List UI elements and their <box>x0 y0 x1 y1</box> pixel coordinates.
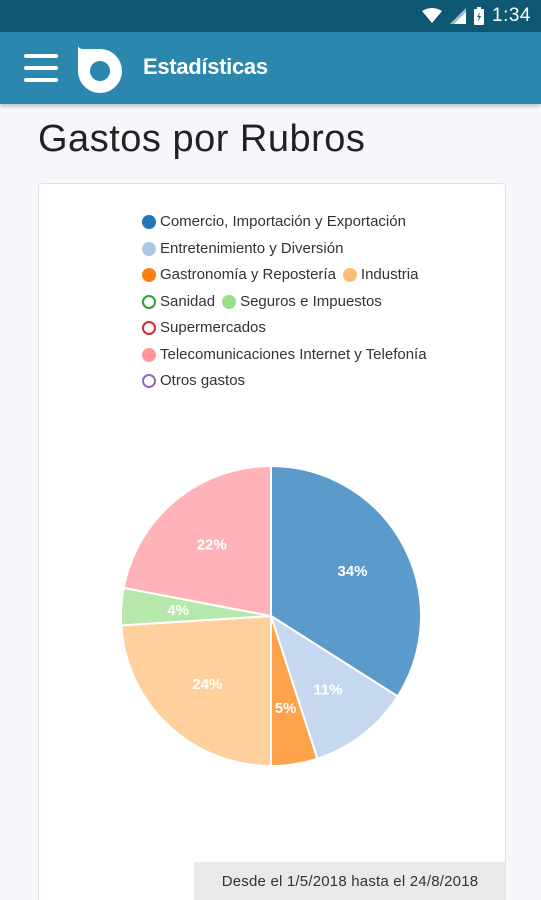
legend-label-seguros: Seguros e Impuestos <box>240 292 382 310</box>
legend-row: Comercio, Importación y Exportación <box>142 209 472 236</box>
legend-row: Gastronomía y Repostería Industria <box>142 262 472 289</box>
legend-label-gastronomia: Gastronomía y Repostería <box>160 266 336 283</box>
battery-icon <box>474 7 485 25</box>
legend-item-seguros[interactable]: Seguros e Impuestos <box>222 289 382 316</box>
legend-item-entretenimiento[interactable]: Entretenimiento y Diversión <box>142 236 343 263</box>
legend-label-entretenimiento: Entretenimiento y Diversión <box>160 239 344 257</box>
chart-card: Comercio, Importación y Exportación Entr… <box>38 183 506 900</box>
legend-item-comercio[interactable]: Comercio, Importación y Exportación <box>142 209 406 236</box>
legend-marker-telecomunicaciones <box>142 347 156 362</box>
legend-item-industria[interactable]: Industria <box>342 262 419 289</box>
pie-slice-label-5: 22% <box>197 536 227 553</box>
date-range-text: Desde el 1/5/2018 hasta el 24/8/2018 <box>221 872 479 890</box>
legend-marker-industria <box>342 268 357 283</box>
page-title: Gastos por Rubros <box>38 118 366 160</box>
app-logo-icon <box>78 45 122 93</box>
legend-row: Entretenimiento y Diversión <box>142 236 472 263</box>
pie-slice-5[interactable] <box>122 464 272 618</box>
legend-label-sanidad: Sanidad <box>160 292 216 310</box>
legend-marker-supermercados <box>142 321 156 336</box>
date-range-badge: Desde el 1/5/2018 hasta el 24/8/2018 <box>194 862 506 900</box>
legend-row: Sanidad Seguros e Impuestos <box>142 289 472 316</box>
legend-label-telecomunicaciones: Telecomunicaciones Internet y Telefonía <box>160 345 427 363</box>
pie-slice-label-2: 5% <box>275 700 297 717</box>
legend-label-otros: Otros gastos <box>160 372 246 389</box>
signal-icon <box>450 8 467 24</box>
chart-legend: Comercio, Importación y Exportación Entr… <box>142 209 472 395</box>
pie-chart: 34% 11% 5% 24% 4% 22% <box>120 464 422 768</box>
legend-label-supermercados: Supermercados <box>160 319 266 336</box>
legend-marker-gastronomia <box>142 268 156 283</box>
pie-slice-label-1: 11% <box>313 681 342 698</box>
legend-marker-sanidad <box>142 294 156 309</box>
pie-slice-label-3: 24% <box>192 676 222 693</box>
hamburger-menu-icon[interactable] <box>24 53 58 83</box>
legend-item-gastronomia[interactable]: Gastronomía y Repostería <box>142 262 336 289</box>
legend-marker-comercio <box>142 215 156 230</box>
status-time: 1:34 <box>492 5 531 26</box>
legend-item-sanidad[interactable]: Sanidad <box>142 289 215 316</box>
pie-slice-1[interactable] <box>269 613 400 760</box>
legend-marker-entretenimiento <box>142 241 156 256</box>
pie-slice-3[interactable] <box>120 614 272 768</box>
wifi-icon <box>422 8 443 23</box>
legend-label-comercio: Comercio, Importación y Exportación <box>160 213 406 230</box>
pie-slice-label-0: 34% <box>337 563 367 580</box>
legend-item-telecomunicaciones[interactable]: Telecomunicaciones Internet y Telefonía <box>142 342 427 369</box>
status-icons: 1:34 <box>422 0 531 32</box>
legend-row: Otros gastos <box>142 368 472 395</box>
legend-label-industria: Industria <box>360 266 419 283</box>
legend-item-supermercados[interactable]: Supermercados <box>142 315 266 342</box>
legend-item-otros[interactable]: Otros gastos <box>142 368 245 395</box>
status-bar: 1:34 <box>0 0 541 32</box>
legend-marker-seguros <box>222 294 237 309</box>
legend-row: Telecomunicaciones Internet y Telefonía <box>142 342 472 369</box>
legend-row: Supermercados <box>142 315 472 342</box>
pie-slice-label-4: 4% <box>167 602 189 619</box>
app-bar: Estadísticas <box>0 32 541 104</box>
app-title: Estadísticas <box>143 54 268 79</box>
legend-marker-otros <box>142 374 156 389</box>
